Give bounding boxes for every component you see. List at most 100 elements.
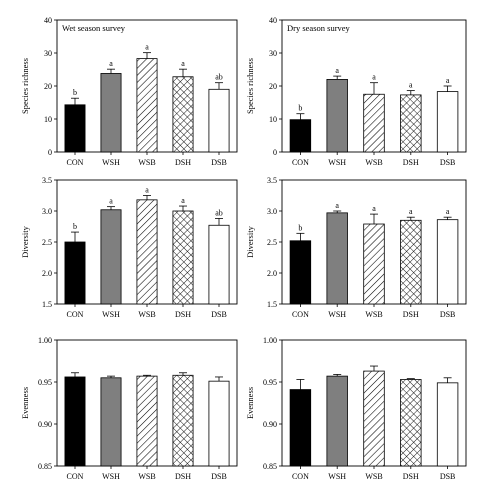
significance-letter: b xyxy=(298,104,302,113)
x-tick-label: WSH xyxy=(328,158,346,167)
bar-wsb xyxy=(363,93,385,153)
y-tick-label: 3.0 xyxy=(42,207,52,216)
bar-con xyxy=(64,104,86,153)
bar-wsh xyxy=(326,79,348,153)
bar-dsb xyxy=(208,224,230,305)
significance-letter: a xyxy=(446,76,450,85)
bar-dsb xyxy=(208,380,230,467)
y-axis-label: Evenness xyxy=(20,387,30,419)
chart-panel-3: 1.5 2.0 2.5 3.0 3.5 Diversity b CON a WSH a WSB a DSH… xyxy=(20,176,238,319)
significance-letter: a xyxy=(372,73,376,82)
significance-letter: a xyxy=(181,59,185,68)
y-tick-label: 1.5 xyxy=(42,300,52,309)
y-tick-label: 30 xyxy=(269,49,277,58)
y-tick-label: 10 xyxy=(44,115,52,124)
x-tick-label: DSH xyxy=(403,158,419,167)
y-tick-label: 40 xyxy=(44,16,52,25)
y-tick-label: 0 xyxy=(273,148,277,157)
x-tick-label: WSB xyxy=(365,310,382,319)
bar-wsh xyxy=(326,212,348,305)
x-tick-label: DSB xyxy=(440,472,456,481)
chart-panel-1: Wet season survey 0 10 20 30 40 Species richne… xyxy=(20,16,238,167)
bar-wsb xyxy=(136,58,158,153)
x-tick-label: WSH xyxy=(102,310,120,319)
y-tick-label: 1.00 xyxy=(263,336,277,345)
x-tick-label: DSB xyxy=(440,158,456,167)
chart-title: Dry season survey xyxy=(287,23,351,33)
x-tick-label: WSB xyxy=(365,158,382,167)
x-tick-label: DSB xyxy=(211,472,227,481)
y-tick-label: 30 xyxy=(44,49,52,58)
bar-dsh xyxy=(400,379,422,467)
bar-wsb xyxy=(363,370,385,467)
significance-letter: ab xyxy=(215,208,223,217)
y-tick-label: 3.0 xyxy=(267,207,277,216)
bar-dsb xyxy=(436,219,459,305)
x-tick-label: CON xyxy=(67,310,84,319)
y-axis-label: Species richness xyxy=(20,58,30,114)
significance-letter: a xyxy=(446,207,450,216)
chart-panel-4: 1.5 2.0 2.5 3.0 3.5 Diversity b CON a WSH a WSB a DSH… xyxy=(245,176,467,319)
bar-con xyxy=(289,240,312,305)
x-tick-label: WSH xyxy=(102,472,120,481)
y-tick-label: 20 xyxy=(44,82,52,91)
x-tick-label: DSH xyxy=(175,158,191,167)
x-tick-label: CON xyxy=(67,472,84,481)
y-tick-label: 0 xyxy=(48,148,52,157)
x-tick-label: CON xyxy=(67,158,84,167)
significance-letter: a xyxy=(335,201,339,210)
y-axis-label: Evenness xyxy=(245,387,255,419)
significance-letter: b xyxy=(73,88,77,97)
x-tick-label: WSH xyxy=(328,310,346,319)
y-tick-label: 2.0 xyxy=(267,269,277,278)
bar-dsh xyxy=(400,94,422,153)
significance-letter: ab xyxy=(215,73,223,82)
bar-wsh xyxy=(100,377,122,467)
x-tick-label: DSB xyxy=(211,158,227,167)
y-tick-label: 1.5 xyxy=(267,300,277,309)
bar-con xyxy=(289,389,312,467)
x-tick-label: WSB xyxy=(365,472,382,481)
x-tick-label: WSB xyxy=(138,472,155,481)
y-tick-label: 0.85 xyxy=(38,462,52,471)
bar-wsb xyxy=(136,375,158,467)
bar-wsh xyxy=(100,73,122,153)
x-tick-label: DSH xyxy=(403,472,419,481)
x-tick-label: WSB xyxy=(138,158,155,167)
x-tick-label: DSH xyxy=(175,472,191,481)
significance-letter: a xyxy=(409,207,413,216)
bar-con xyxy=(289,119,312,153)
significance-letter: a xyxy=(372,204,376,213)
bar-wsh xyxy=(100,209,122,305)
y-tick-label: 40 xyxy=(269,16,277,25)
bar-dsh xyxy=(400,219,422,305)
x-tick-label: CON xyxy=(292,472,309,481)
y-tick-label: 0.90 xyxy=(263,420,277,429)
bar-wsh xyxy=(326,375,348,467)
y-tick-label: 3.5 xyxy=(267,176,277,185)
y-tick-label: 2.0 xyxy=(42,269,52,278)
chart-title: Wet season survey xyxy=(62,23,126,33)
bar-dsh xyxy=(172,210,194,305)
significance-letter: a xyxy=(335,66,339,75)
x-tick-label: WSB xyxy=(138,310,155,319)
bar-dsb xyxy=(436,91,459,153)
bar-dsh xyxy=(172,374,194,467)
y-tick-label: 0.85 xyxy=(263,462,277,471)
x-tick-label: CON xyxy=(292,158,309,167)
significance-letter: a xyxy=(145,43,149,52)
chart-panel-6: 0.85 0.90 0.95 1.00 Evenness CON WSH WSB DSH DSB xyxy=(245,336,467,481)
x-tick-label: DSB xyxy=(440,310,456,319)
significance-letter: a xyxy=(409,81,413,90)
y-tick-label: 0.90 xyxy=(38,420,52,429)
significance-letter: a xyxy=(145,186,149,195)
significance-letter: a xyxy=(109,197,113,206)
bar-dsb xyxy=(208,88,230,153)
significance-letter: b xyxy=(298,223,302,232)
x-tick-label: CON xyxy=(292,310,309,319)
y-tick-label: 0.95 xyxy=(38,378,52,387)
y-tick-label: 10 xyxy=(269,115,277,124)
bar-wsb xyxy=(136,199,158,305)
x-tick-label: WSH xyxy=(102,158,120,167)
